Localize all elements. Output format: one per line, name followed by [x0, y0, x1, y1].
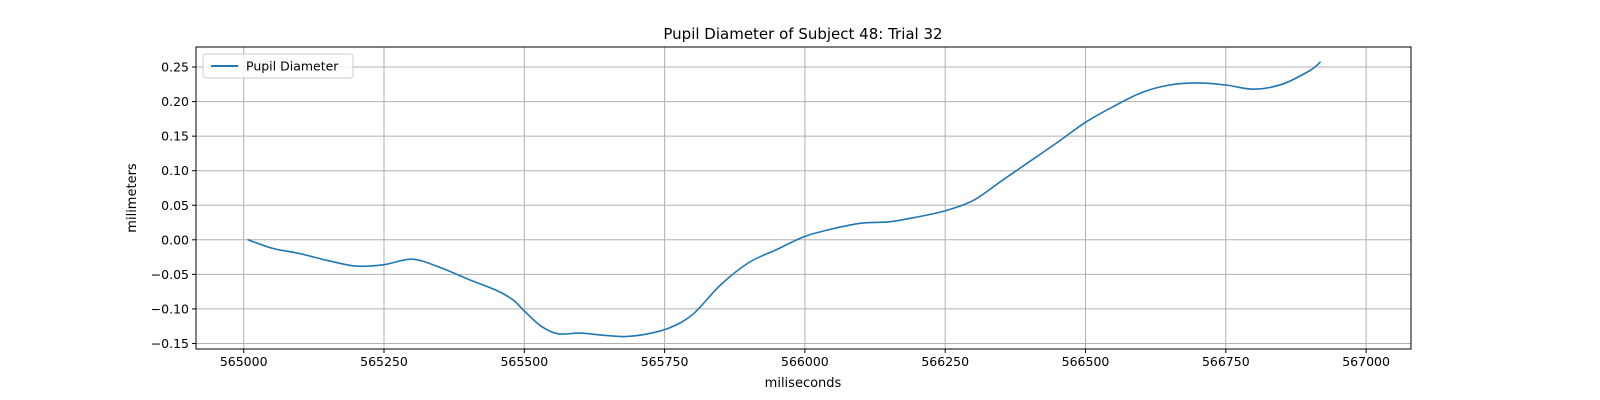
y-tick-label: 0.00	[161, 232, 189, 247]
plot-frame	[195, 46, 1412, 350]
x-tick-label: 565750	[641, 354, 689, 369]
y-tick-label: 0.05	[161, 198, 189, 213]
x-tick-label: 566500	[1062, 354, 1110, 369]
series-line-pupil-diameter	[247, 61, 1321, 338]
y-axis-ticks: −0.15 −0.10 −0.05 0.00 0.05 0.10 0.15 0.20 0.25	[151, 60, 196, 351]
x-tick-label: 565000	[220, 354, 268, 369]
y-tick-label: −0.10	[151, 301, 189, 316]
x-tick-label: 565250	[360, 354, 408, 369]
x-tick-label: 566000	[781, 354, 829, 369]
legend: Pupil Diameter	[202, 53, 354, 79]
chart-title: Pupil Diameter of Subject 48: Trial 32	[663, 25, 942, 43]
grid	[196, 47, 1411, 349]
x-axis-ticks: 565000 565250 565500 565750 566000 566250 5665…	[220, 349, 1390, 369]
y-tick-label: 0.10	[161, 163, 189, 178]
y-tick-label: 0.15	[161, 129, 189, 144]
y-tick-label: −0.05	[151, 267, 189, 282]
legend-label-pupil-diameter: Pupil Diameter	[246, 59, 339, 74]
y-tick-label: −0.15	[151, 336, 189, 351]
legend-box	[202, 53, 354, 79]
x-tick-label: 566750	[1202, 354, 1250, 369]
x-tick-label: 565500	[500, 354, 548, 369]
x-axis-label: miliseconds	[765, 376, 842, 391]
y-tick-label: 0.20	[161, 94, 189, 109]
x-tick-label: 567000	[1342, 354, 1390, 369]
y-tick-label: 0.25	[161, 60, 189, 75]
x-tick-label: 566250	[921, 354, 969, 369]
plot-lines	[247, 61, 1321, 338]
y-axis-label: milimeters	[125, 163, 140, 233]
